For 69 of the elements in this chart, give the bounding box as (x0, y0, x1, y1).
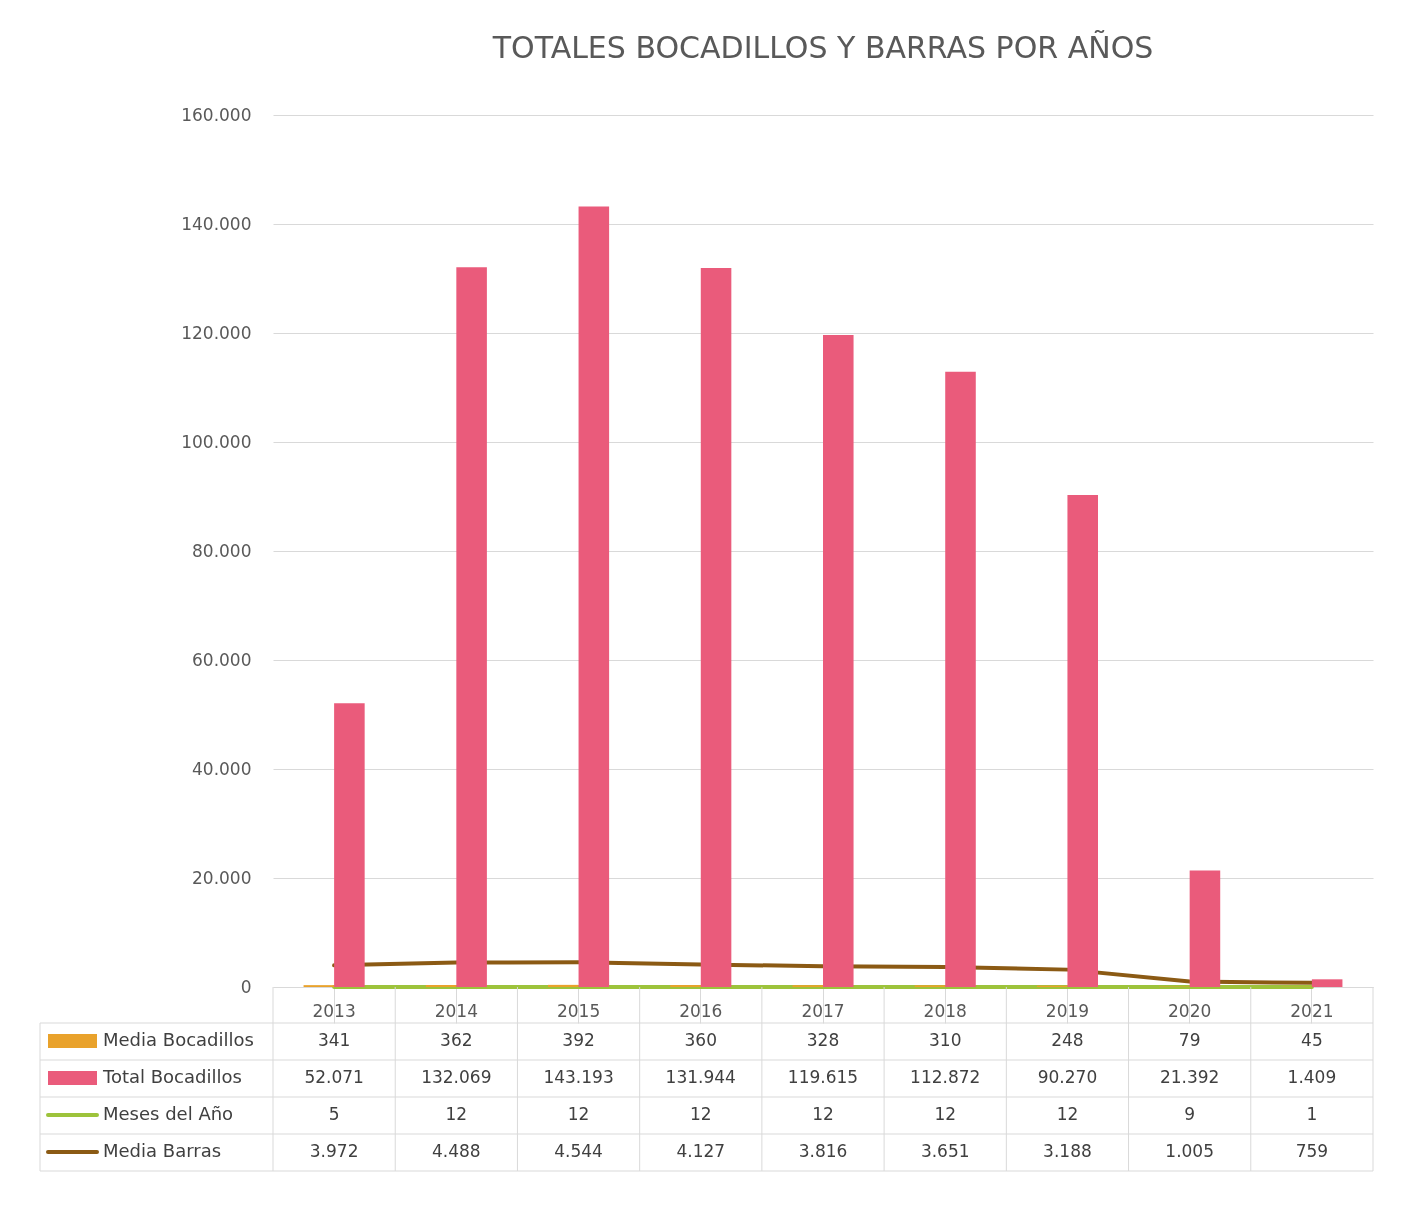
data-label: 392 (562, 1030, 595, 1050)
legend-label: Total Bocadillos (102, 1066, 242, 1087)
legend-label: Meses del Año (103, 1103, 234, 1124)
x-tick-label: 2015 (556, 1000, 601, 1021)
data-label: 131.944 (665, 1067, 736, 1087)
data-label: 4.488 (432, 1141, 481, 1161)
data-label: 112.872 (910, 1067, 981, 1087)
x-tick-label: 2014 (434, 1000, 478, 1021)
data-label: 132.069 (421, 1067, 492, 1087)
y-tick-label: 80.000 (192, 540, 252, 561)
data-label: 9 (1184, 1104, 1196, 1124)
data-label: 310 (929, 1030, 962, 1050)
x-tick-label: 2017 (801, 1000, 845, 1021)
x-tick-label: 2020 (1168, 1000, 1212, 1021)
bar (1189, 870, 1221, 987)
chart-title: TOTALES BOCADILLOS Y BARRAS POR AÑOS (491, 30, 1154, 65)
data-label: 21.392 (1159, 1067, 1220, 1087)
data-label: 1.005 (1165, 1141, 1214, 1161)
y-tick-label: 0 (240, 976, 252, 997)
bar (456, 267, 487, 987)
y-tick-label: 140.000 (181, 213, 252, 234)
bar (700, 267, 732, 987)
bar (1067, 495, 1098, 987)
y-tick-label: 40.000 (192, 758, 252, 779)
data-label: 3.972 (309, 1141, 359, 1161)
y-tick-label: 160.000 (181, 104, 252, 125)
x-tick-label: 2016 (679, 1000, 723, 1021)
data-label: 3.188 (1043, 1141, 1092, 1161)
data-label: 12 (689, 1104, 712, 1124)
data-label: 341 (317, 1030, 351, 1050)
bar (578, 206, 610, 987)
data-label: 119.615 (787, 1067, 859, 1087)
bar (823, 335, 854, 987)
data-label: 79 (1178, 1030, 1201, 1050)
data-label: 248 (1051, 1030, 1084, 1050)
data-label: 360 (684, 1030, 717, 1050)
bar (548, 984, 579, 987)
data-label: 12 (1056, 1104, 1079, 1124)
data-label: 4.127 (676, 1141, 726, 1161)
x-tick-label: 2018 (923, 1000, 967, 1021)
data-label: 45 (1301, 1030, 1323, 1050)
data-label: 1 (1306, 1104, 1318, 1124)
x-tick-label: 2021 (1290, 1000, 1334, 1021)
y-tick-label: 100.000 (181, 431, 252, 452)
data-label: 52.071 (304, 1067, 364, 1087)
data-label: 12 (567, 1104, 590, 1124)
legend-label: Media Barras (103, 1140, 222, 1161)
data-label: 143.193 (543, 1067, 614, 1087)
data-label: 3.816 (798, 1141, 848, 1161)
bar (945, 371, 976, 987)
data-label: 4.544 (554, 1141, 603, 1161)
y-tick-label: 120.000 (181, 322, 252, 343)
data-label: 12 (445, 1104, 468, 1124)
x-tick-label: 2019 (1045, 1000, 1090, 1021)
data-label: 12 (934, 1104, 957, 1124)
data-label: 328 (806, 1030, 840, 1050)
data-label: 759 (1295, 1141, 1329, 1161)
data-label: 1.409 (1287, 1067, 1337, 1087)
bar (1311, 979, 1343, 987)
legend-label: Media Bocadillos (103, 1029, 254, 1050)
data-label: 5 (328, 1104, 340, 1124)
y-tick-label: 60.000 (192, 649, 252, 670)
bar (334, 703, 365, 987)
data-label: 12 (812, 1104, 834, 1124)
data-label: 90.270 (1037, 1067, 1098, 1087)
data-label: 362 (440, 1030, 473, 1050)
y-tick-label: 20.000 (192, 867, 252, 888)
data-label: 3.651 (920, 1141, 970, 1161)
x-tick-label: 2013 (312, 1000, 356, 1021)
